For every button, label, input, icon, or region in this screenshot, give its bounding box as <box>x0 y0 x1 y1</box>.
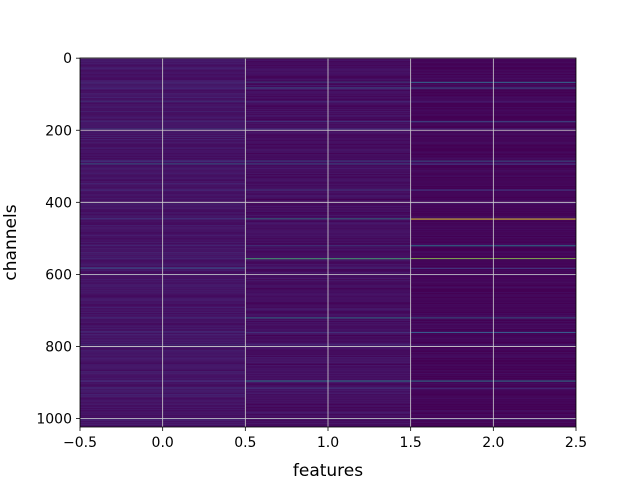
x-tick-label: 2.0 <box>482 435 504 451</box>
x-tick-label: −0.5 <box>63 435 97 451</box>
x-axis: −0.5 0.0 0.5 1.0 1.5 2.0 2.5 <box>63 427 587 451</box>
x-tick-label: 0.5 <box>234 435 256 451</box>
x-tick-label: 1.0 <box>317 435 339 451</box>
grid-lines <box>80 57 576 427</box>
y-tick-label: 0 <box>63 51 72 67</box>
x-tick-label: 0.0 <box>152 435 174 451</box>
y-axis: 0 200 400 600 800 1000 <box>36 51 80 428</box>
y-axis-label: channels <box>1 204 21 280</box>
x-tick-label: 1.5 <box>400 435 422 451</box>
y-tick-label: 200 <box>45 123 72 139</box>
y-tick-label: 400 <box>45 195 72 211</box>
y-tick-label: 800 <box>45 339 72 355</box>
y-tick-label: 600 <box>45 267 72 283</box>
x-tick-label: 2.5 <box>565 435 587 451</box>
y-tick-label: 1000 <box>36 412 72 428</box>
x-axis-label: features <box>293 461 363 480</box>
